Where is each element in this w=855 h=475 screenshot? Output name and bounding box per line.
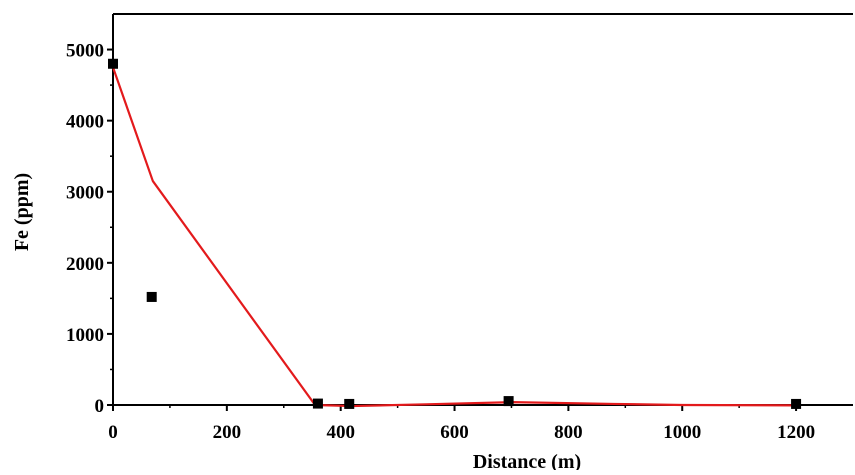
data-point-0 bbox=[108, 58, 118, 69]
axis-labels: Distance (m) Fe (ppm) bbox=[11, 173, 581, 473]
data-point-4 bbox=[503, 396, 514, 407]
axes: 0 200 400 600 800 1000 1200 0 1000 2000 3000 4000 50… bbox=[66, 13, 853, 443]
x-axis-title: Distance (m) bbox=[473, 451, 581, 470]
data-point-2 bbox=[312, 398, 323, 409]
x-tick-label-4: 800 bbox=[554, 422, 583, 443]
y-tick-label-4: 4000 bbox=[66, 112, 104, 133]
x-tick-label-1: 200 bbox=[213, 422, 242, 443]
trend-line-1 bbox=[111, 66, 797, 408]
data-point-1 bbox=[146, 291, 157, 302]
x-tick-label-3: 600 bbox=[440, 422, 469, 443]
y-tick-label-2: 2000 bbox=[66, 254, 104, 275]
y-tick-label-5: 5000 bbox=[66, 41, 104, 62]
data-point-5 bbox=[791, 398, 802, 409]
x-tick-label-2: 400 bbox=[326, 422, 355, 443]
data-points bbox=[108, 58, 802, 409]
y-axis-title: Fe (ppm) bbox=[11, 173, 33, 251]
data-point-3 bbox=[344, 398, 355, 409]
y-tick-label-0: 0 bbox=[95, 396, 105, 417]
y-tick-label-1: 1000 bbox=[66, 325, 104, 346]
x-tick-label-0: 0 bbox=[108, 422, 118, 443]
x-tick-label-6: 1200 bbox=[777, 422, 815, 443]
trend-lines bbox=[111, 66, 797, 408]
y-tick-label-3: 3000 bbox=[66, 183, 104, 204]
x-tick-label-5: 1000 bbox=[663, 422, 701, 443]
